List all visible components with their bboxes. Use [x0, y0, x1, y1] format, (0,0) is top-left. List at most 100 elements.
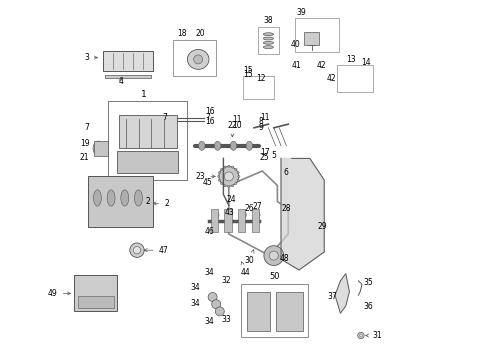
Text: 20: 20	[195, 29, 205, 38]
Ellipse shape	[93, 141, 104, 156]
Ellipse shape	[246, 141, 252, 150]
Text: 29: 29	[317, 222, 327, 231]
Ellipse shape	[263, 46, 273, 49]
Text: 46: 46	[204, 227, 214, 236]
Text: 42: 42	[327, 74, 337, 83]
Text: 41: 41	[291, 62, 301, 71]
Text: 7: 7	[163, 113, 168, 122]
Text: 32: 32	[221, 276, 231, 285]
Ellipse shape	[237, 179, 239, 181]
Ellipse shape	[263, 33, 273, 36]
Bar	[258, 27, 279, 54]
Ellipse shape	[194, 55, 203, 64]
Text: 38: 38	[264, 16, 273, 25]
Ellipse shape	[235, 168, 237, 170]
Text: 21: 21	[80, 153, 90, 162]
Text: 22: 22	[228, 121, 237, 137]
Text: 50: 50	[270, 272, 280, 281]
Ellipse shape	[121, 190, 129, 206]
Ellipse shape	[137, 116, 141, 118]
Text: 12: 12	[256, 74, 266, 83]
Text: 2: 2	[146, 197, 150, 206]
Bar	[243, 76, 274, 99]
Text: 48: 48	[279, 254, 289, 263]
Bar	[94, 141, 108, 156]
Ellipse shape	[360, 334, 363, 337]
Text: 34: 34	[190, 283, 200, 292]
Ellipse shape	[149, 116, 153, 118]
Bar	[337, 65, 373, 92]
Ellipse shape	[358, 332, 364, 339]
Ellipse shape	[212, 300, 220, 309]
Text: 9: 9	[259, 123, 264, 132]
Bar	[88, 176, 153, 227]
Text: 18: 18	[177, 29, 187, 38]
Ellipse shape	[263, 41, 273, 44]
Ellipse shape	[134, 190, 143, 206]
Text: 15: 15	[243, 71, 253, 80]
Ellipse shape	[232, 185, 234, 187]
Text: 7: 7	[85, 123, 90, 132]
Ellipse shape	[270, 251, 278, 260]
Text: 3: 3	[84, 53, 98, 62]
Ellipse shape	[264, 246, 284, 266]
Ellipse shape	[227, 212, 233, 218]
Text: 11: 11	[232, 116, 242, 125]
Text: 40: 40	[291, 40, 301, 49]
Ellipse shape	[208, 292, 217, 302]
Text: 47: 47	[144, 246, 169, 255]
Text: 16: 16	[205, 108, 215, 117]
Ellipse shape	[230, 141, 237, 150]
Bar	[211, 209, 218, 232]
Ellipse shape	[219, 166, 239, 186]
Ellipse shape	[254, 212, 260, 218]
Bar	[103, 51, 153, 71]
Ellipse shape	[121, 159, 127, 165]
Text: 2: 2	[153, 199, 169, 208]
Polygon shape	[335, 274, 349, 313]
Text: 16: 16	[205, 117, 215, 126]
Ellipse shape	[238, 175, 240, 177]
Ellipse shape	[224, 166, 226, 168]
Text: 30: 30	[245, 250, 254, 265]
Text: 28: 28	[281, 204, 291, 213]
Text: 42: 42	[317, 62, 327, 71]
Text: 35: 35	[364, 278, 373, 287]
Text: 34: 34	[204, 317, 214, 326]
Text: 34: 34	[190, 299, 200, 308]
Ellipse shape	[218, 175, 220, 177]
Ellipse shape	[198, 141, 205, 150]
Text: 10: 10	[232, 121, 242, 130]
Ellipse shape	[235, 183, 237, 185]
Text: 19: 19	[80, 139, 90, 148]
Ellipse shape	[148, 159, 155, 165]
Text: 49: 49	[48, 289, 71, 298]
Ellipse shape	[220, 183, 223, 185]
Ellipse shape	[162, 159, 169, 165]
Text: 5: 5	[271, 152, 276, 161]
Ellipse shape	[130, 243, 144, 257]
Bar	[304, 32, 319, 45]
Polygon shape	[281, 158, 324, 270]
Text: 8: 8	[259, 117, 264, 126]
Ellipse shape	[228, 185, 230, 188]
Bar	[104, 75, 151, 78]
Text: 25: 25	[260, 153, 270, 162]
Text: 13: 13	[346, 55, 356, 64]
Bar	[252, 209, 259, 232]
Text: 4: 4	[119, 77, 123, 86]
Ellipse shape	[280, 302, 298, 323]
Bar	[242, 284, 308, 337]
Ellipse shape	[124, 116, 128, 118]
Ellipse shape	[213, 212, 219, 218]
Text: 36: 36	[364, 302, 373, 311]
Text: 39: 39	[296, 9, 306, 18]
Ellipse shape	[224, 185, 226, 187]
Text: 33: 33	[221, 315, 231, 324]
Text: 27: 27	[253, 202, 263, 211]
Bar	[295, 18, 339, 52]
Text: 15: 15	[243, 66, 253, 75]
Ellipse shape	[219, 179, 220, 181]
Text: 31: 31	[366, 331, 382, 340]
Text: 7: 7	[205, 113, 210, 122]
